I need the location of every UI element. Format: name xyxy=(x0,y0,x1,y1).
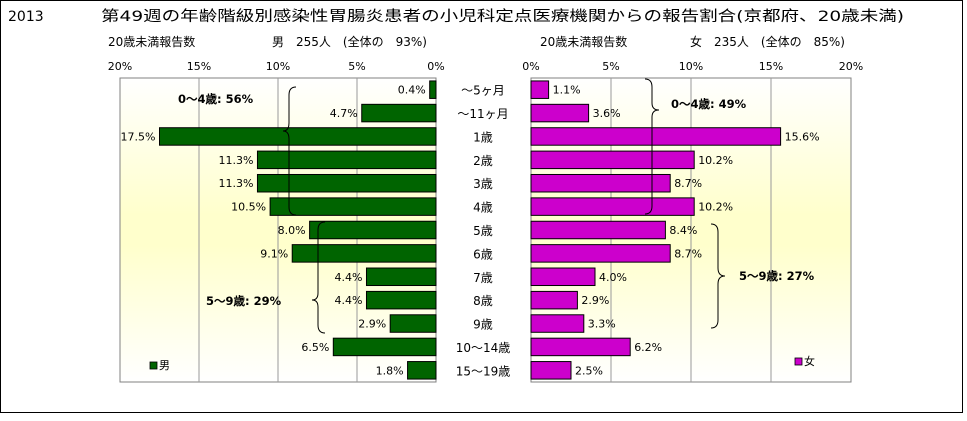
female-bar xyxy=(530,314,585,333)
female-bar xyxy=(530,244,671,263)
male-value-label: 11.3% xyxy=(219,154,254,167)
female-value-label: 2.9% xyxy=(581,294,609,307)
female-value-label: 2.5% xyxy=(575,364,603,377)
female-bar xyxy=(530,290,578,310)
male-bar xyxy=(291,244,437,263)
right-group-label-5-9: 5～9歳: 27% xyxy=(739,269,815,283)
left-group-label-0-4: 0～4歳: 56% xyxy=(178,92,254,106)
male-value-label: 4.7% xyxy=(330,107,358,120)
age-category-label: 4歳 xyxy=(473,201,493,215)
female-value-label: 8.7% xyxy=(674,247,702,260)
year-label: 2013 xyxy=(8,9,44,25)
male-value-label: 0.4% xyxy=(398,84,426,97)
male-bar xyxy=(407,361,437,380)
male-bar xyxy=(389,314,437,333)
male-value-label: 6.5% xyxy=(301,341,329,354)
right-bracket-0-4 xyxy=(644,78,660,215)
legend-male-label: 男 xyxy=(159,359,170,372)
female-value-label: 1.1% xyxy=(553,84,581,97)
age-category-label: 15～19歳 xyxy=(456,364,511,378)
female-value-label: 8.7% xyxy=(674,177,702,190)
female-bar xyxy=(530,197,695,216)
chart-title: 第49週の年齢階級別感染性胃腸炎患者の小児科定点医療機関からの報告割合(京都府、… xyxy=(101,7,904,25)
left-tick-label: 5% xyxy=(348,60,365,73)
age-category-label: 10～14歳 xyxy=(456,341,511,355)
male-bar xyxy=(332,337,437,357)
female-value-label: 6.2% xyxy=(634,341,662,354)
right-header-summary: 女 235人 (全体の 85%) xyxy=(690,34,845,49)
right-header-label: 20歳未満報告数 xyxy=(540,34,627,49)
left-bracket-0-4 xyxy=(282,86,297,216)
age-category-label: 1歳 xyxy=(473,130,493,144)
male-value-label: 17.5% xyxy=(121,130,156,143)
age-category-label: 2歳 xyxy=(473,154,493,168)
age-category-label: 8歳 xyxy=(473,294,493,308)
value-labels: 0.4% 1.1% 4.7% 3.6% 17.5% 15.6% 11.3% 10.2% 11.3… xyxy=(121,84,820,378)
female-bar xyxy=(530,267,596,287)
male-bar xyxy=(256,173,437,193)
left-tick-label: 15% xyxy=(187,60,211,73)
legend-male-swatch xyxy=(149,361,158,370)
male-value-label: 4.4% xyxy=(335,294,363,307)
male-bar xyxy=(429,80,437,99)
male-bar xyxy=(365,290,437,310)
age-category-label: 9歳 xyxy=(473,318,493,332)
female-bar xyxy=(530,80,550,99)
age-category-label: ～11ヶ月 xyxy=(457,107,508,121)
left-header-label: 20歳未満報告数 xyxy=(108,34,195,49)
male-bar xyxy=(361,103,437,123)
right-tick-label: 5% xyxy=(602,60,619,73)
female-bar xyxy=(530,173,671,193)
left-group-label-5-9: 5～9歳: 29% xyxy=(206,294,282,308)
right-tick-label: 0% xyxy=(522,60,539,73)
bars xyxy=(159,80,782,380)
male-bar xyxy=(269,197,437,216)
male-value-label: 1.8% xyxy=(376,364,404,377)
male-bar xyxy=(256,150,437,170)
age-category-label: 6歳 xyxy=(473,247,493,261)
female-value-label: 3.3% xyxy=(588,318,616,331)
male-value-label: 4.4% xyxy=(335,271,363,284)
female-value-label: 8.4% xyxy=(669,224,697,237)
female-bar xyxy=(530,361,572,380)
left-tick-label: 0% xyxy=(427,60,444,73)
female-bar xyxy=(530,127,782,146)
male-bar xyxy=(159,127,437,146)
right-tick-label: 15% xyxy=(759,60,783,73)
female-bar xyxy=(530,220,666,240)
male-value-label: 9.1% xyxy=(260,247,288,260)
male-value-label: 2.9% xyxy=(358,318,386,331)
male-value-label: 8.0% xyxy=(278,224,306,237)
female-bar xyxy=(530,103,590,123)
right-tick-label: 10% xyxy=(679,60,703,73)
category-labels: ～5ヶ月 ～11ヶ月 1歳 2歳 3歳 4歳 5歳 6歳 7歳 8歳 9歳 10～14歳 15～19歳 xyxy=(456,84,511,379)
age-category-label: 3歳 xyxy=(473,177,493,191)
female-value-label: 10.2% xyxy=(698,154,733,167)
male-value-label: 11.3% xyxy=(219,177,254,190)
female-value-label: 4.0% xyxy=(599,271,627,284)
female-value-label: 15.6% xyxy=(785,130,820,143)
male-bar xyxy=(309,220,437,240)
right-bracket-5-9 xyxy=(710,223,726,329)
male-bar xyxy=(365,267,437,287)
left-header-summary: 男 255人 (全体の 93%) xyxy=(272,34,427,49)
left-tick-label: 10% xyxy=(266,60,290,73)
female-value-label: 10.2% xyxy=(698,201,733,214)
age-category-label: 5歳 xyxy=(473,224,493,238)
right-tick-label: 20% xyxy=(839,60,863,73)
right-group-label-0-4: 0～4歳: 49% xyxy=(671,97,747,111)
age-category-label: ～5ヶ月 xyxy=(461,84,505,98)
male-value-label: 10.5% xyxy=(231,201,266,214)
left-bracket-5-9 xyxy=(311,221,326,334)
axis-ticks: 20% 15% 10% 5% 0% 0% 5% 10% 15% 20% xyxy=(108,60,863,73)
female-bar xyxy=(530,337,631,357)
female-bar xyxy=(530,150,695,170)
female-value-label: 3.6% xyxy=(593,107,621,120)
left-tick-label: 20% xyxy=(108,60,132,73)
legend-female-label: 女 xyxy=(804,354,815,368)
age-category-label: 7歳 xyxy=(473,271,493,285)
legend-female-swatch xyxy=(794,357,803,366)
